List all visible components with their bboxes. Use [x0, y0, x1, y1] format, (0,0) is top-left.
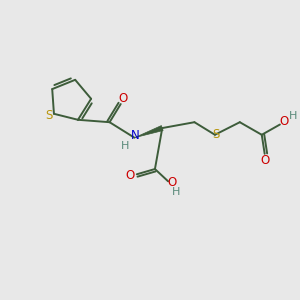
Text: O: O [261, 154, 270, 167]
Text: H: H [172, 187, 181, 196]
Text: O: O [167, 176, 176, 189]
Text: S: S [45, 109, 52, 122]
Text: O: O [126, 169, 135, 182]
Polygon shape [134, 126, 163, 138]
Text: H: H [121, 141, 129, 151]
Text: S: S [212, 128, 219, 141]
Text: O: O [118, 92, 128, 105]
Text: O: O [280, 115, 289, 128]
Text: H: H [289, 111, 298, 121]
Text: N: N [131, 129, 140, 142]
